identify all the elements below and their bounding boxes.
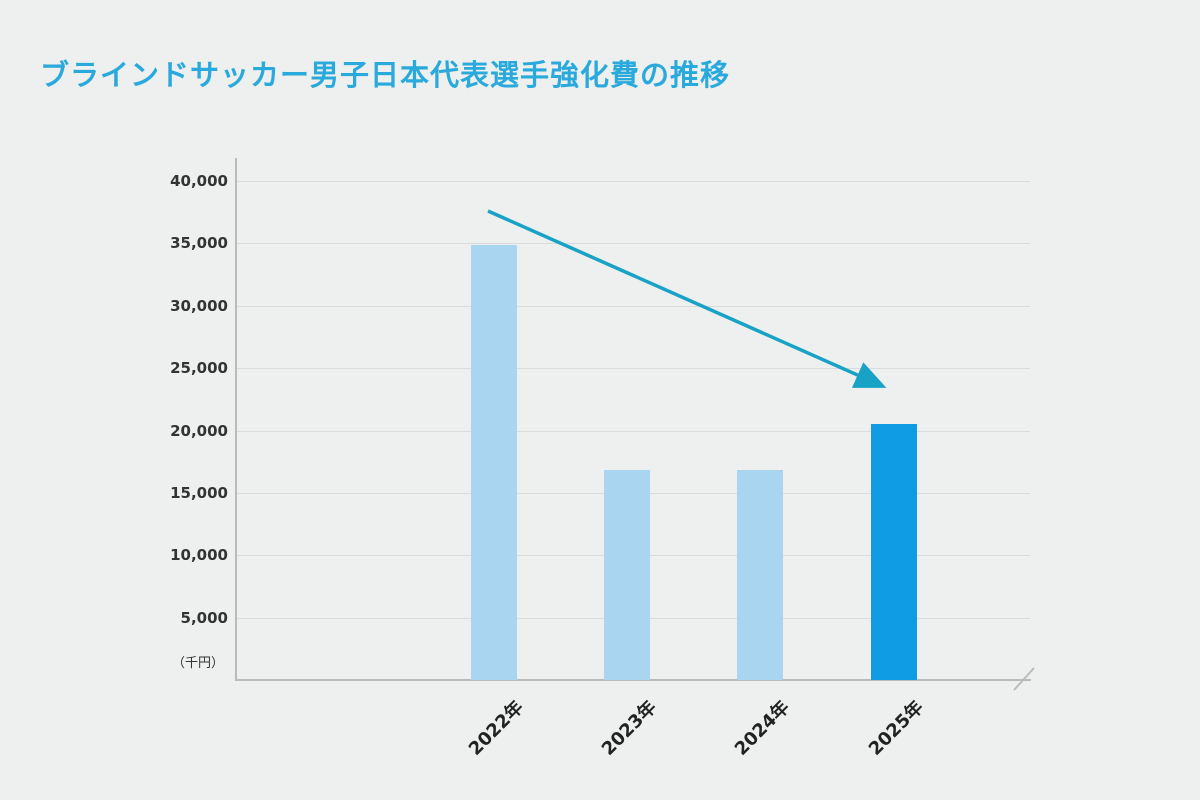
y-tick-label: 20,000 [170, 421, 228, 440]
chart-title: ブラインドサッカー男子日本代表選手強化費の推移 [40, 58, 731, 92]
y-tick-label: 30,000 [170, 296, 228, 315]
x-tick-label: 2023年 [597, 696, 661, 760]
x-tick-label: 2024年 [730, 696, 794, 760]
bar-2025年 [871, 424, 917, 680]
gridline [236, 305, 1030, 307]
bar-2023年 [604, 470, 650, 680]
y-axis-line [235, 158, 237, 681]
y-tick-label: 25,000 [170, 359, 228, 378]
y-axis-unit-label: （千円） [171, 656, 224, 671]
gridline [236, 181, 1030, 182]
y-tick-label: 40,000 [170, 172, 228, 190]
x-tick-label: 2022年 [464, 696, 528, 760]
gridline [236, 368, 1030, 370]
y-tick-label: 5,000 [180, 608, 228, 627]
bar-2024年 [737, 470, 783, 680]
gridline [236, 430, 1030, 432]
y-tick-label: 35,000 [170, 234, 228, 253]
y-tick-label: 10,000 [170, 546, 228, 565]
x-tick-label: 2025年 [864, 696, 928, 760]
y-tick-label: 15,000 [170, 483, 228, 502]
bar-2022年 [471, 244, 517, 680]
x-axis-line [235, 679, 1031, 681]
gridline [236, 243, 1030, 245]
